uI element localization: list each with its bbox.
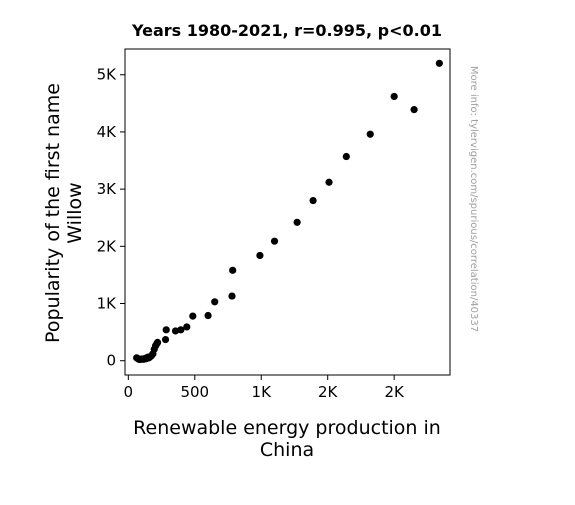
data-point (435, 59, 443, 67)
data-point (342, 152, 350, 161)
x-axis-label-line-2: China (260, 439, 314, 461)
data-point (366, 130, 374, 138)
chart-title: Years 1980-2021, r=0.995, p<0.01 (131, 21, 442, 40)
data-point (228, 292, 236, 300)
data-point (256, 251, 264, 260)
plot-area (124, 48, 451, 376)
data-point (293, 218, 301, 226)
data-point (309, 196, 317, 205)
data-points (133, 59, 443, 364)
data-point (189, 312, 197, 320)
data-point (390, 92, 398, 101)
y-tick-label: 5K (97, 66, 118, 84)
data-point (162, 326, 170, 334)
x-axis-ticks: 0 500 1K 2K 2K (124, 375, 405, 401)
y-tick-label: 3K (97, 180, 118, 198)
x-tick-label: 1K (252, 383, 273, 401)
x-tick-label: 2K (384, 383, 405, 401)
y-tick-label: 2K (97, 237, 118, 255)
x-tick-label: 500 (180, 383, 209, 401)
y-axis-label: Popularity of the first name Willow (42, 83, 86, 343)
watermark-text: More info: tylervigen.com/spurious/corre… (468, 66, 479, 332)
y-tick-label: 4K (97, 123, 118, 141)
y-axis-ticks: 0 1K 2K 3K 4K 5K (97, 66, 125, 370)
data-point (153, 338, 162, 346)
y-axis-label-line-1: Popularity of the first name (42, 83, 64, 343)
x-tick-label: 2K (318, 383, 339, 401)
watermark: More info: tylervigen.com/spurious/corre… (468, 66, 479, 332)
data-point (410, 106, 418, 114)
data-point (183, 323, 191, 331)
data-point (211, 298, 219, 306)
y-tick-label: 1K (97, 295, 118, 313)
x-axis-label-line-1: Renewable energy production in (133, 417, 441, 439)
data-point (177, 326, 185, 334)
data-point (204, 311, 212, 320)
x-tick-label: 0 (124, 383, 134, 401)
data-point (325, 178, 333, 186)
y-tick-label: 0 (106, 352, 116, 370)
data-point (161, 335, 170, 344)
data-point (229, 266, 237, 274)
data-point (270, 237, 279, 245)
y-axis-label-line-2: Willow (64, 182, 86, 243)
